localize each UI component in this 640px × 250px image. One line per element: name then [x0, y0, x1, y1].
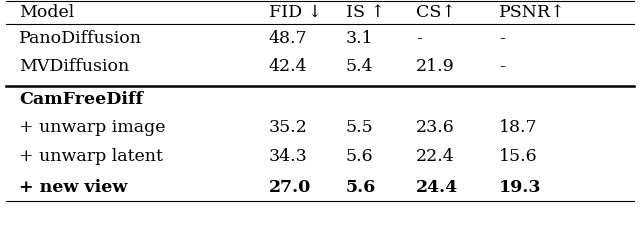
Text: 34.3: 34.3	[269, 148, 308, 165]
Text: MVDiffusion: MVDiffusion	[19, 58, 129, 75]
Text: 3.1: 3.1	[346, 30, 373, 47]
Text: 5.6: 5.6	[346, 179, 376, 196]
Text: + unwarp image: + unwarp image	[19, 119, 166, 136]
Text: 48.7: 48.7	[269, 30, 307, 47]
Text: 19.3: 19.3	[499, 179, 541, 196]
Text: CS↑: CS↑	[416, 4, 456, 21]
Text: CamFreeDiff: CamFreeDiff	[19, 92, 143, 108]
Text: 5.5: 5.5	[346, 119, 373, 136]
Text: 24.4: 24.4	[416, 179, 458, 196]
Text: -: -	[499, 30, 505, 47]
Text: -: -	[416, 30, 422, 47]
Text: 21.9: 21.9	[416, 58, 455, 75]
Text: 5.4: 5.4	[346, 58, 373, 75]
Text: FID ↓: FID ↓	[269, 4, 322, 21]
Text: 5.6: 5.6	[346, 148, 373, 165]
Text: 18.7: 18.7	[499, 119, 538, 136]
Text: 42.4: 42.4	[269, 58, 307, 75]
Text: -: -	[499, 58, 505, 75]
Text: 23.6: 23.6	[416, 119, 455, 136]
Text: 27.0: 27.0	[269, 179, 311, 196]
Text: + new view: + new view	[19, 179, 127, 196]
Text: 35.2: 35.2	[269, 119, 308, 136]
Text: Model: Model	[19, 4, 74, 21]
Text: IS ↑: IS ↑	[346, 4, 385, 21]
Text: + unwarp latent: + unwarp latent	[19, 148, 163, 165]
Text: PanoDiffusion: PanoDiffusion	[19, 30, 142, 47]
Text: PSNR↑: PSNR↑	[499, 4, 566, 21]
Text: 15.6: 15.6	[499, 148, 538, 165]
Text: 22.4: 22.4	[416, 148, 455, 165]
